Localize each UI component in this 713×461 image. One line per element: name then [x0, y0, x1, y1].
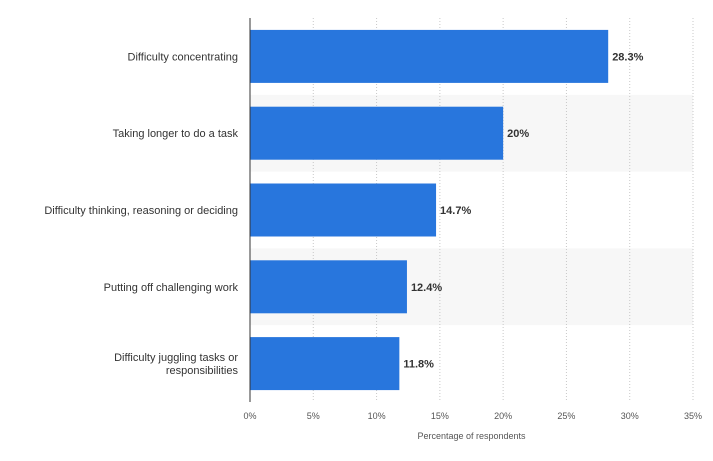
x-tick-label: 20%: [494, 411, 512, 421]
x-axis-title: Percentage of respondents: [417, 431, 526, 441]
category-label: Putting off challenging work: [104, 282, 239, 294]
category-label: Taking longer to do a task: [113, 128, 239, 140]
category-labels: Difficulty concentrating Taking longer to…: [44, 51, 238, 377]
bar[interactable]: [250, 106, 504, 160]
data-label: 11.8%: [403, 359, 434, 371]
data-label: 14.7%: [440, 205, 471, 217]
x-tick-label: 35%: [684, 411, 702, 421]
data-label: 28.3%: [612, 51, 643, 63]
bar[interactable]: [250, 260, 407, 314]
x-tick-label: 30%: [621, 411, 639, 421]
bars: [250, 29, 609, 391]
x-tick-label: 10%: [368, 411, 386, 421]
category-label: Difficulty concentrating: [128, 51, 238, 63]
category-label: Difficulty thinking, reasoning or decidi…: [44, 205, 238, 217]
x-tick-label: 0%: [243, 411, 256, 421]
bar[interactable]: [250, 337, 400, 391]
x-tick-labels: 0% 5% 10% 15% 20% 25% 30% 35%: [243, 411, 702, 421]
x-tick-label: 25%: [557, 411, 575, 421]
x-tick-label: 15%: [431, 411, 449, 421]
data-labels: 28.3% 20% 14.7% 12.4% 11.8%: [403, 51, 643, 370]
category-label: Difficulty juggling tasks or responsibili…: [114, 352, 238, 377]
bar[interactable]: [250, 183, 437, 237]
data-label: 12.4%: [411, 282, 442, 294]
x-tick-label: 5%: [307, 411, 320, 421]
bar[interactable]: [250, 29, 609, 83]
data-label: 20%: [507, 128, 529, 140]
